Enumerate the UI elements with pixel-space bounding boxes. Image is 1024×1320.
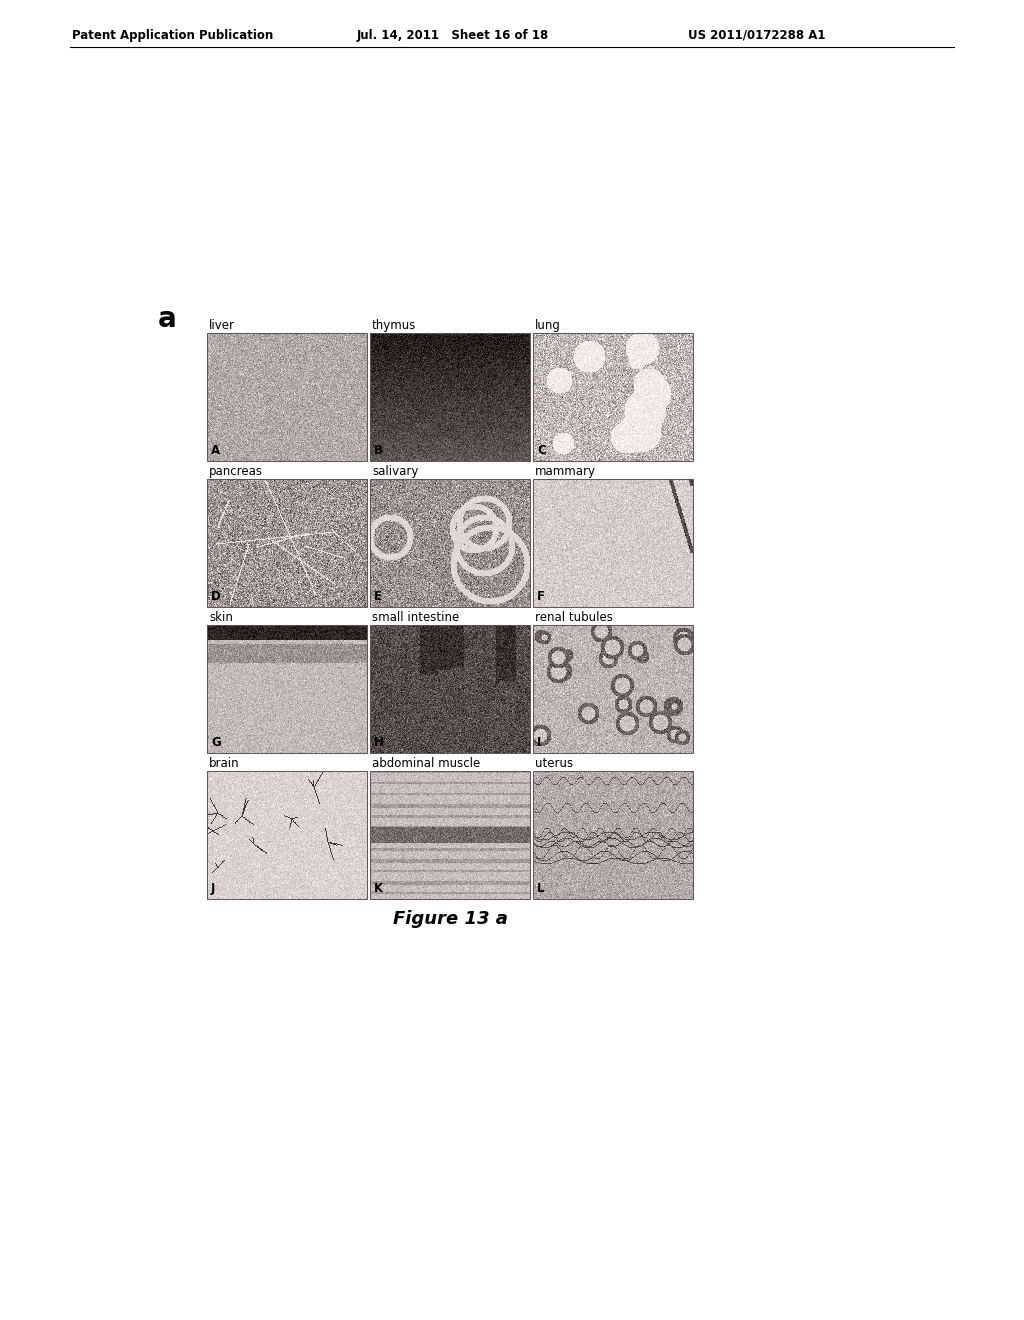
Text: mammary: mammary: [535, 465, 596, 478]
Bar: [534, 479, 693, 607]
Text: a: a: [158, 305, 177, 333]
Text: lung: lung: [535, 319, 561, 333]
Text: L: L: [537, 882, 545, 895]
Bar: [370, 771, 530, 899]
Bar: [207, 771, 367, 899]
Text: B: B: [374, 444, 383, 457]
Text: renal tubules: renal tubules: [535, 611, 613, 624]
Bar: [207, 333, 367, 461]
Bar: [370, 333, 530, 461]
Text: K: K: [374, 882, 383, 895]
Text: C: C: [537, 444, 546, 457]
Text: abdominal muscle: abdominal muscle: [372, 756, 480, 770]
Text: Patent Application Publication: Patent Application Publication: [72, 29, 273, 41]
Text: H: H: [374, 737, 384, 748]
Text: I: I: [537, 737, 542, 748]
Text: E: E: [374, 590, 382, 603]
Text: A: A: [211, 444, 220, 457]
Text: uterus: uterus: [535, 756, 573, 770]
Text: Jul. 14, 2011   Sheet 16 of 18: Jul. 14, 2011 Sheet 16 of 18: [357, 29, 549, 41]
Text: pancreas: pancreas: [209, 465, 263, 478]
Bar: [534, 624, 693, 752]
Text: skin: skin: [209, 611, 232, 624]
Text: salivary: salivary: [372, 465, 419, 478]
Text: G: G: [211, 737, 221, 748]
Text: liver: liver: [209, 319, 234, 333]
Text: D: D: [211, 590, 221, 603]
Bar: [207, 479, 367, 607]
Text: J: J: [211, 882, 215, 895]
Text: Figure 13 a: Figure 13 a: [392, 909, 508, 928]
Bar: [534, 333, 693, 461]
Text: brain: brain: [209, 756, 240, 770]
Bar: [370, 479, 530, 607]
Text: US 2011/0172288 A1: US 2011/0172288 A1: [688, 29, 825, 41]
Bar: [207, 624, 367, 752]
Text: F: F: [537, 590, 545, 603]
Text: thymus: thymus: [372, 319, 417, 333]
Bar: [370, 624, 530, 752]
Text: small intestine: small intestine: [372, 611, 459, 624]
Bar: [534, 771, 693, 899]
